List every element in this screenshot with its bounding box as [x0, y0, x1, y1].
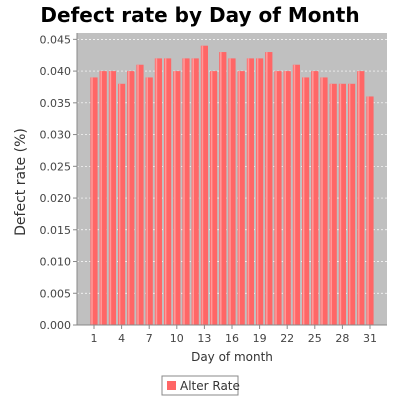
bar-highlight [118, 83, 121, 325]
bar [302, 77, 310, 325]
x-tick-label: 16 [225, 332, 239, 345]
bar-highlight [164, 58, 167, 326]
bar [228, 58, 236, 326]
x-tick-label: 19 [253, 332, 267, 345]
bar [219, 52, 227, 325]
bar [283, 71, 291, 325]
bar-highlight [330, 83, 332, 325]
bar-highlight [174, 71, 176, 325]
y-tick-label: 0.010 [40, 256, 72, 269]
y-axis-ticks: 0.000 0.005 0.010 0.015 0.020 0.025 0.030 0.035… [40, 33, 77, 332]
x-tick-label: 10 [170, 332, 184, 345]
bar-highlight [229, 58, 231, 326]
bar-highlight [192, 58, 194, 326]
bar [191, 58, 199, 326]
bar [154, 58, 162, 326]
bar-highlight [183, 58, 185, 326]
x-axis-ticks: 1 4 7 10 13 16 19 22 25 28 31 [91, 325, 377, 345]
bar-highlight [247, 58, 250, 326]
bar [274, 71, 282, 325]
y-tick-label: 0.045 [40, 33, 72, 46]
bar-highlight [155, 58, 158, 326]
bar [338, 83, 346, 325]
y-tick-label: 0.030 [40, 129, 72, 142]
x-tick-label: 7 [146, 332, 153, 345]
x-tick-label: 1 [91, 332, 98, 345]
y-tick-label: 0.040 [40, 65, 72, 78]
y-tick-label: 0.020 [40, 192, 72, 205]
y-tick-label: 0.000 [40, 319, 72, 332]
bar-highlight [201, 45, 204, 326]
bar [127, 71, 135, 325]
bar-highlight [321, 77, 323, 325]
bar-highlight [293, 64, 296, 325]
bar-highlight [275, 71, 277, 325]
y-tick-label: 0.005 [40, 287, 72, 300]
bar [265, 52, 273, 325]
legend: Alter Rate [161, 375, 240, 396]
bar-highlight [210, 71, 213, 325]
x-axis-label: Day of month [191, 350, 273, 364]
bar-highlight [312, 71, 314, 325]
bar-highlight [220, 52, 222, 325]
bar [99, 71, 107, 325]
bar [357, 71, 365, 325]
bar [108, 71, 116, 325]
bar-highlight [146, 77, 148, 325]
bar [366, 96, 374, 325]
y-tick-label: 0.025 [40, 160, 72, 173]
x-tick-label: 31 [363, 332, 377, 345]
x-tick-label: 22 [280, 332, 294, 345]
bar [292, 64, 300, 325]
bar [256, 58, 264, 326]
bar [145, 77, 153, 325]
bar [182, 58, 190, 326]
x-tick-label: 13 [197, 332, 211, 345]
bar-highlight [238, 71, 240, 325]
bar [237, 71, 245, 325]
bar-highlight [348, 83, 351, 325]
bar-highlight [339, 83, 342, 325]
bar-highlight [256, 58, 259, 326]
bar-highlight [367, 96, 369, 325]
bar [210, 71, 218, 325]
bar [164, 58, 172, 326]
bar-highlight [302, 77, 305, 325]
bar-highlight [100, 71, 102, 325]
y-tick-label: 0.035 [40, 97, 72, 110]
x-tick-label: 4 [118, 332, 125, 345]
bar-highlight [109, 71, 112, 325]
bar [311, 71, 319, 325]
bar [118, 83, 126, 325]
bar-highlight [137, 64, 139, 325]
bar [320, 77, 328, 325]
x-tick-label: 25 [308, 332, 322, 345]
chart-title: Defect rate by Day of Month [40, 3, 359, 27]
bar [173, 71, 181, 325]
bar-highlight [284, 71, 286, 325]
bar-highlight [266, 52, 268, 325]
legend-box [161, 375, 239, 396]
bar [90, 77, 98, 325]
bar [348, 83, 356, 325]
bar-highlight [358, 71, 360, 325]
bar [200, 45, 208, 326]
bars [90, 45, 374, 326]
bar [136, 64, 144, 325]
bar-highlight [128, 71, 130, 325]
x-tick-label: 28 [335, 332, 349, 345]
y-axis-label: Defect rate (%) [13, 128, 29, 236]
legend-label: Alter Rate [180, 379, 240, 393]
bar-highlight [91, 77, 93, 325]
legend-swatch [167, 381, 176, 390]
y-tick-label: 0.015 [40, 224, 72, 237]
bar [246, 58, 254, 326]
bar [329, 83, 337, 325]
